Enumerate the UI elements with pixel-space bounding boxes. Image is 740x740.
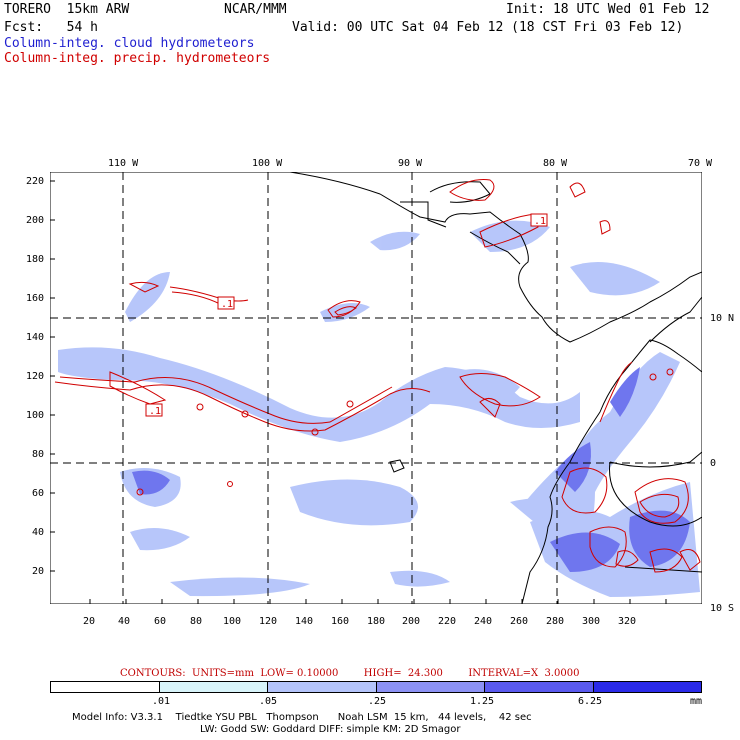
legend-precip: Column-integ. precip. hydrometeors (4, 51, 271, 66)
contour-label: .1 (221, 299, 233, 310)
model-title: TORERO 15km ARW (4, 2, 130, 17)
cloud-shading (58, 220, 700, 597)
lon-label: 110 W (108, 158, 139, 169)
x-tick: 160 (331, 616, 350, 627)
physics-info: LW: Godd SW: Goddard DIFF: simple KM: 2D… (200, 724, 461, 735)
y-tick: 40 (32, 527, 45, 538)
lon-label: 80 W (543, 158, 568, 169)
tick-marks (50, 180, 667, 604)
cloud-core-shading (132, 367, 690, 572)
model-info: Model Info: V3.3.1 Tiedtke YSU PBL Thomp… (72, 712, 532, 723)
colorbar-label: .05 (259, 696, 278, 707)
x-tick: 180 (367, 616, 386, 627)
colorbar-label: 1.25 (470, 696, 495, 707)
color-bin (159, 682, 268, 692)
x-tick: 60 (154, 616, 167, 627)
contour-value-labels: .1 .1 .1 (145, 213, 548, 417)
x-tick: 20 (83, 616, 96, 627)
y-tick: 60 (32, 488, 45, 499)
init-time: Init: 18 UTC Wed 01 Feb 12 (506, 2, 710, 17)
graticule (50, 172, 702, 604)
y-tick: 140 (26, 332, 45, 343)
x-tick: 120 (259, 616, 278, 627)
precip-contours (54, 179, 701, 573)
y-tick: 120 (26, 371, 45, 382)
center-label: NCAR/MMM (224, 2, 287, 17)
colorbar-unit: mm (690, 696, 703, 707)
x-tick: 320 (618, 616, 637, 627)
contour-label: .1 (149, 406, 161, 417)
x-tick: 40 (118, 616, 131, 627)
x-tick: 280 (546, 616, 565, 627)
y-tick: 220 (26, 176, 45, 187)
x-tick: 80 (190, 616, 203, 627)
y-tick: 100 (26, 410, 45, 421)
x-tick: 260 (510, 616, 529, 627)
x-tick: 140 (295, 616, 314, 627)
lat-label: 10 S (710, 603, 735, 614)
colorbar-label: 6.25 (578, 696, 603, 707)
y-tick: 180 (26, 254, 45, 265)
lon-label: 100 W (252, 158, 283, 169)
forecast-map: .1 .1 .1 (50, 172, 702, 604)
legend-cloud: Column-integ. cloud hydrometeors (4, 36, 255, 51)
color-bin (485, 682, 594, 692)
forecast-hour: Fcst: 54 h (4, 20, 98, 35)
colorbar-label: .25 (368, 696, 387, 707)
coastlines (289, 172, 702, 604)
lat-label: 10 N (710, 313, 735, 324)
y-tick: 80 (32, 449, 45, 460)
x-tick: 100 (223, 616, 242, 627)
x-tick: 200 (402, 616, 421, 627)
x-tick: 220 (438, 616, 457, 627)
color-bin (268, 682, 377, 692)
valid-time: Valid: 00 UTC Sat 04 Feb 12 (18 CST Fri … (292, 20, 684, 35)
color-bin (593, 682, 701, 692)
lat-label: 0 (710, 458, 717, 469)
y-tick: 200 (26, 215, 45, 226)
x-tick: 240 (474, 616, 493, 627)
contour-label: .1 (534, 216, 546, 227)
y-tick: 20 (32, 566, 45, 577)
color-bin (376, 682, 485, 692)
color-bin (51, 682, 160, 692)
color-bar (50, 681, 702, 693)
x-tick: 300 (582, 616, 601, 627)
contours-note: CONTOURS: UNITS=mm LOW= 0.10000 HIGH= 24… (120, 668, 580, 679)
lon-label: 90 W (398, 158, 423, 169)
y-tick: 160 (26, 293, 45, 304)
lon-label: 70 W (688, 158, 713, 169)
colorbar-label: .01 (152, 696, 171, 707)
